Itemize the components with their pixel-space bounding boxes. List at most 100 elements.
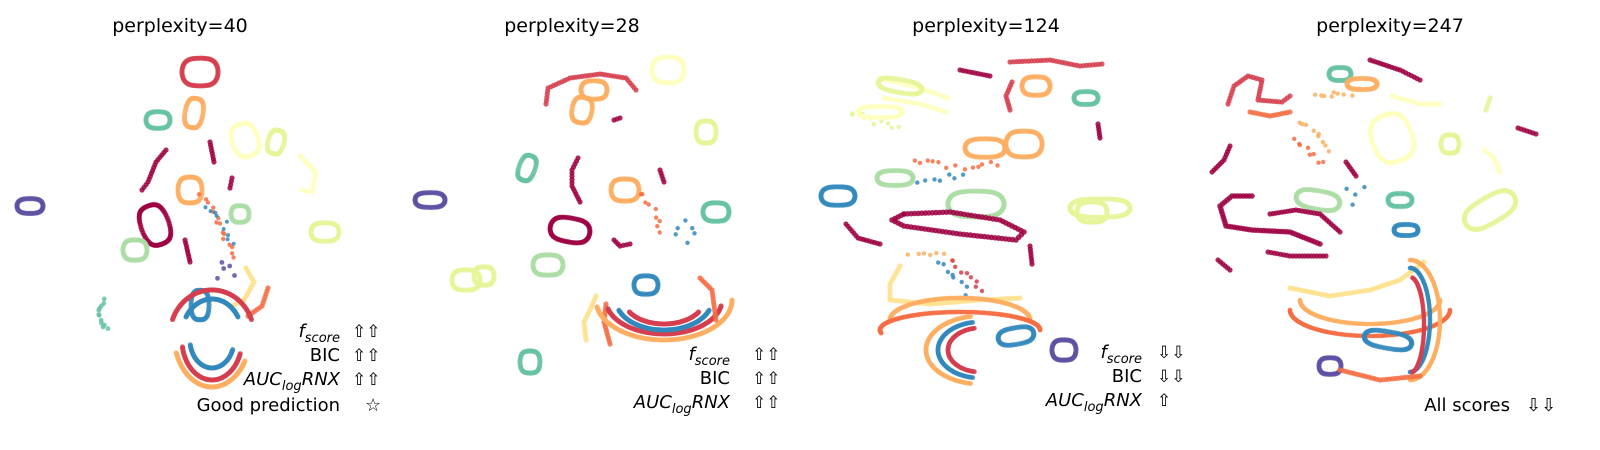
point — [1311, 151, 1316, 157]
point — [491, 271, 497, 277]
curve-cluster — [881, 95, 949, 115]
point — [995, 163, 1000, 168]
arc-cluster — [945, 325, 977, 375]
point — [105, 326, 111, 331]
point — [947, 172, 952, 177]
point — [653, 206, 658, 212]
loop-cluster — [700, 200, 732, 224]
curve-cluster — [1215, 257, 1233, 273]
curve-cluster — [1217, 193, 1323, 247]
point — [917, 160, 923, 166]
curve-cluster — [581, 293, 599, 343]
point — [1287, 109, 1293, 115]
curve-cluster — [1209, 143, 1233, 175]
score-label: AUClogRNX — [1045, 390, 1143, 415]
point — [633, 87, 639, 93]
score-label: BIC — [1112, 366, 1142, 387]
point — [221, 236, 226, 242]
point — [726, 207, 732, 213]
point — [934, 250, 939, 256]
arc-cluster — [187, 342, 236, 371]
point — [560, 260, 566, 266]
curve-cluster — [1481, 147, 1503, 175]
point — [139, 187, 145, 193]
point — [96, 312, 102, 318]
point — [973, 284, 978, 289]
point — [1323, 143, 1328, 148]
verdict-label: Good prediction — [197, 395, 340, 416]
point — [1313, 92, 1318, 97]
point — [1350, 93, 1355, 98]
loop-cluster — [181, 95, 207, 131]
curve-cluster — [843, 221, 883, 247]
point — [1415, 225, 1421, 231]
point — [964, 284, 970, 289]
point — [901, 211, 907, 217]
point — [673, 232, 678, 237]
point — [217, 221, 223, 226]
point — [1337, 229, 1343, 235]
point — [205, 200, 211, 205]
loop-cluster — [228, 120, 262, 160]
curve-cluster — [1003, 79, 1015, 113]
curve-cluster — [611, 115, 623, 123]
point — [617, 115, 623, 121]
curve-cluster — [1007, 57, 1105, 69]
panel-title: perplexity=40 — [112, 15, 248, 37]
score-arrows: ⇧⇧ — [352, 346, 381, 366]
curve-cluster — [657, 167, 667, 185]
loop-cluster — [1367, 110, 1417, 166]
point — [1292, 136, 1297, 141]
loop-cluster — [962, 136, 1008, 160]
point — [203, 197, 209, 202]
point — [101, 296, 107, 302]
loop-cluster — [693, 118, 719, 146]
loop-cluster — [995, 324, 1037, 348]
point — [1037, 327, 1043, 333]
point — [1287, 307, 1293, 313]
curve-cluster — [543, 71, 639, 107]
score-label: AUClogRNX — [243, 369, 341, 394]
point — [187, 259, 193, 265]
score-arrows: ⇧⇧ — [752, 345, 781, 365]
loop-cluster — [1391, 221, 1421, 239]
point — [1300, 122, 1305, 127]
sparse-cluster — [1344, 184, 1367, 207]
score-label: BIC — [700, 368, 730, 389]
sparse-cluster — [96, 296, 111, 331]
arc-cluster — [594, 297, 735, 343]
sparse-cluster — [1292, 136, 1326, 165]
sparse-cluster — [936, 260, 970, 298]
point — [40, 201, 46, 207]
point — [899, 108, 905, 114]
sparse-cluster — [196, 192, 236, 260]
point — [532, 165, 539, 171]
loop-cluster — [143, 109, 173, 131]
point — [1329, 94, 1334, 99]
panel-title: perplexity=124 — [912, 15, 1060, 37]
point — [173, 350, 179, 356]
point — [953, 264, 958, 269]
point — [936, 260, 941, 265]
point — [916, 251, 921, 256]
point — [1297, 297, 1303, 303]
point — [1497, 169, 1503, 175]
point — [1007, 107, 1013, 113]
point — [1407, 126, 1413, 132]
point — [937, 178, 943, 183]
point — [932, 177, 937, 182]
point — [1305, 145, 1311, 150]
loop-cluster — [874, 168, 916, 188]
point — [227, 185, 233, 191]
point — [227, 263, 233, 269]
loop-cluster — [1385, 191, 1415, 209]
point — [1317, 241, 1323, 247]
point — [1338, 361, 1344, 367]
point — [231, 255, 236, 260]
point — [657, 230, 662, 235]
loop-cluster — [649, 54, 687, 86]
point — [231, 241, 236, 246]
point — [646, 202, 651, 207]
